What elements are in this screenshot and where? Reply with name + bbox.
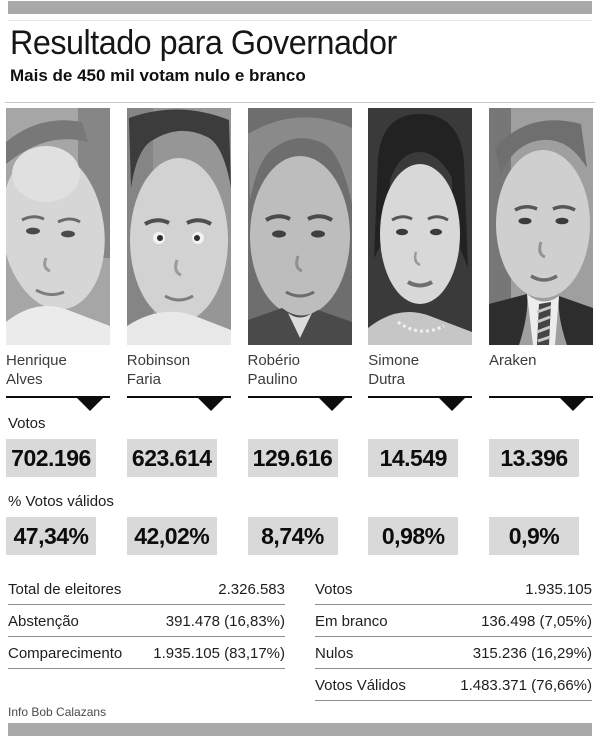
valid-pct-value: 0,9% [489,517,579,555]
candidate-photos-row [6,108,593,345]
arrow-down-icon [77,398,103,411]
votes-value: 14.549 [368,439,459,477]
photo-image [126,108,231,345]
candidate-photo-simone-dutra [368,108,473,345]
stat-value: 1.483.371 (76,66%) [460,677,592,694]
photos-divider [5,102,595,103]
candidate-names-row: Henrique Alves Robinson Faria Robério Pa… [6,351,593,389]
candidate-photo-roberio-paulino [247,108,352,345]
summary-tables: Total de eleitores 2.326.583 Abstenção 3… [8,581,592,701]
candidate-name: Robério Paulino [247,352,301,388]
summary-table-right: Votos 1.935.105 Em branco 136.498 (7,05%… [315,581,592,701]
stat-value: 1.935.105 [525,581,592,598]
valid-pct-section-label: % Votos válidos [8,493,114,510]
stat-label: Votos [315,581,353,598]
votes-value: 702.196 [6,439,96,477]
valid-pct-value: 0,98% [368,517,459,555]
candidate-photo-robinson-faria [126,108,231,345]
stat-label: Total de eleitores [8,581,122,598]
summary-table-left: Total de eleitores 2.326.583 Abstenção 3… [8,581,285,701]
table-row: Comparecimento 1.935.105 (83,17%) [8,645,285,669]
valid-pct-value: 8,74% [247,517,338,555]
photo-image [6,108,110,345]
stat-value: 315.236 (16,29%) [472,645,592,662]
candidate-name: Simone Dutra [368,352,420,388]
arrow-down-icon [197,398,224,411]
pointer-rules-row [6,396,593,413]
table-row: Total de eleitores 2.326.583 [8,581,285,605]
table-row: Nulos 315.236 (16,29%) [315,645,592,669]
valid-pct-value: 42,02% [126,517,217,555]
candidate-photo-henrique-alves [6,108,110,345]
credit-text: Info Bob Calazans [8,705,107,719]
stat-label: Comparecimento [8,645,123,662]
candidate-name: Robinson Faria [126,352,191,388]
candidate-name: Araken [489,352,537,369]
bottom-bar [8,723,592,736]
candidate-name: Henrique Alves [6,352,67,388]
votes-value: 129.616 [247,439,338,477]
valid-pct-values-row: 47,34% 42,02% 8,74% 0,98% 0,9% [6,517,593,555]
arrow-down-icon [439,398,466,411]
photo-image [247,108,352,345]
stat-value: 1.935.105 (83,17%) [153,645,285,662]
table-row: Votos Válidos 1.483.371 (76,66%) [315,677,592,701]
arrow-down-icon [560,398,586,411]
table-row: Em branco 136.498 (7,05%) [315,613,592,637]
top-bar [8,1,592,14]
arrow-down-icon [318,398,345,411]
stat-value: 136.498 (7,05%) [481,613,592,630]
stat-label: Abstenção [8,613,79,630]
votes-value: 13.396 [489,439,579,477]
votes-section-label: Votos [8,415,46,432]
name-underline [126,396,231,413]
stat-label: Nulos [315,645,354,662]
page-subtitle: Mais de 450 mil votam nulo e branco [10,66,306,85]
stat-value: 391.478 (16,83%) [165,613,285,630]
name-underline [489,396,593,413]
stat-value: 2.326.583 [218,581,285,598]
header-hairline [8,20,592,21]
name-underline [6,396,110,413]
photo-image [368,108,473,345]
photo-image [489,108,593,345]
votes-values-row: 702.196 623.614 129.616 14.549 13.396 [6,439,593,477]
stat-label: Votos Válidos [315,677,406,694]
votes-value: 623.614 [126,439,217,477]
valid-pct-value: 47,34% [6,517,96,555]
table-row: Abstenção 391.478 (16,83%) [8,613,285,637]
table-row: Votos 1.935.105 [315,581,592,605]
candidate-photo-araken [489,108,593,345]
page-title: Resultado para Governador [10,24,397,62]
name-underline [247,396,352,413]
name-underline [368,396,473,413]
stat-label: Em branco [315,613,388,630]
